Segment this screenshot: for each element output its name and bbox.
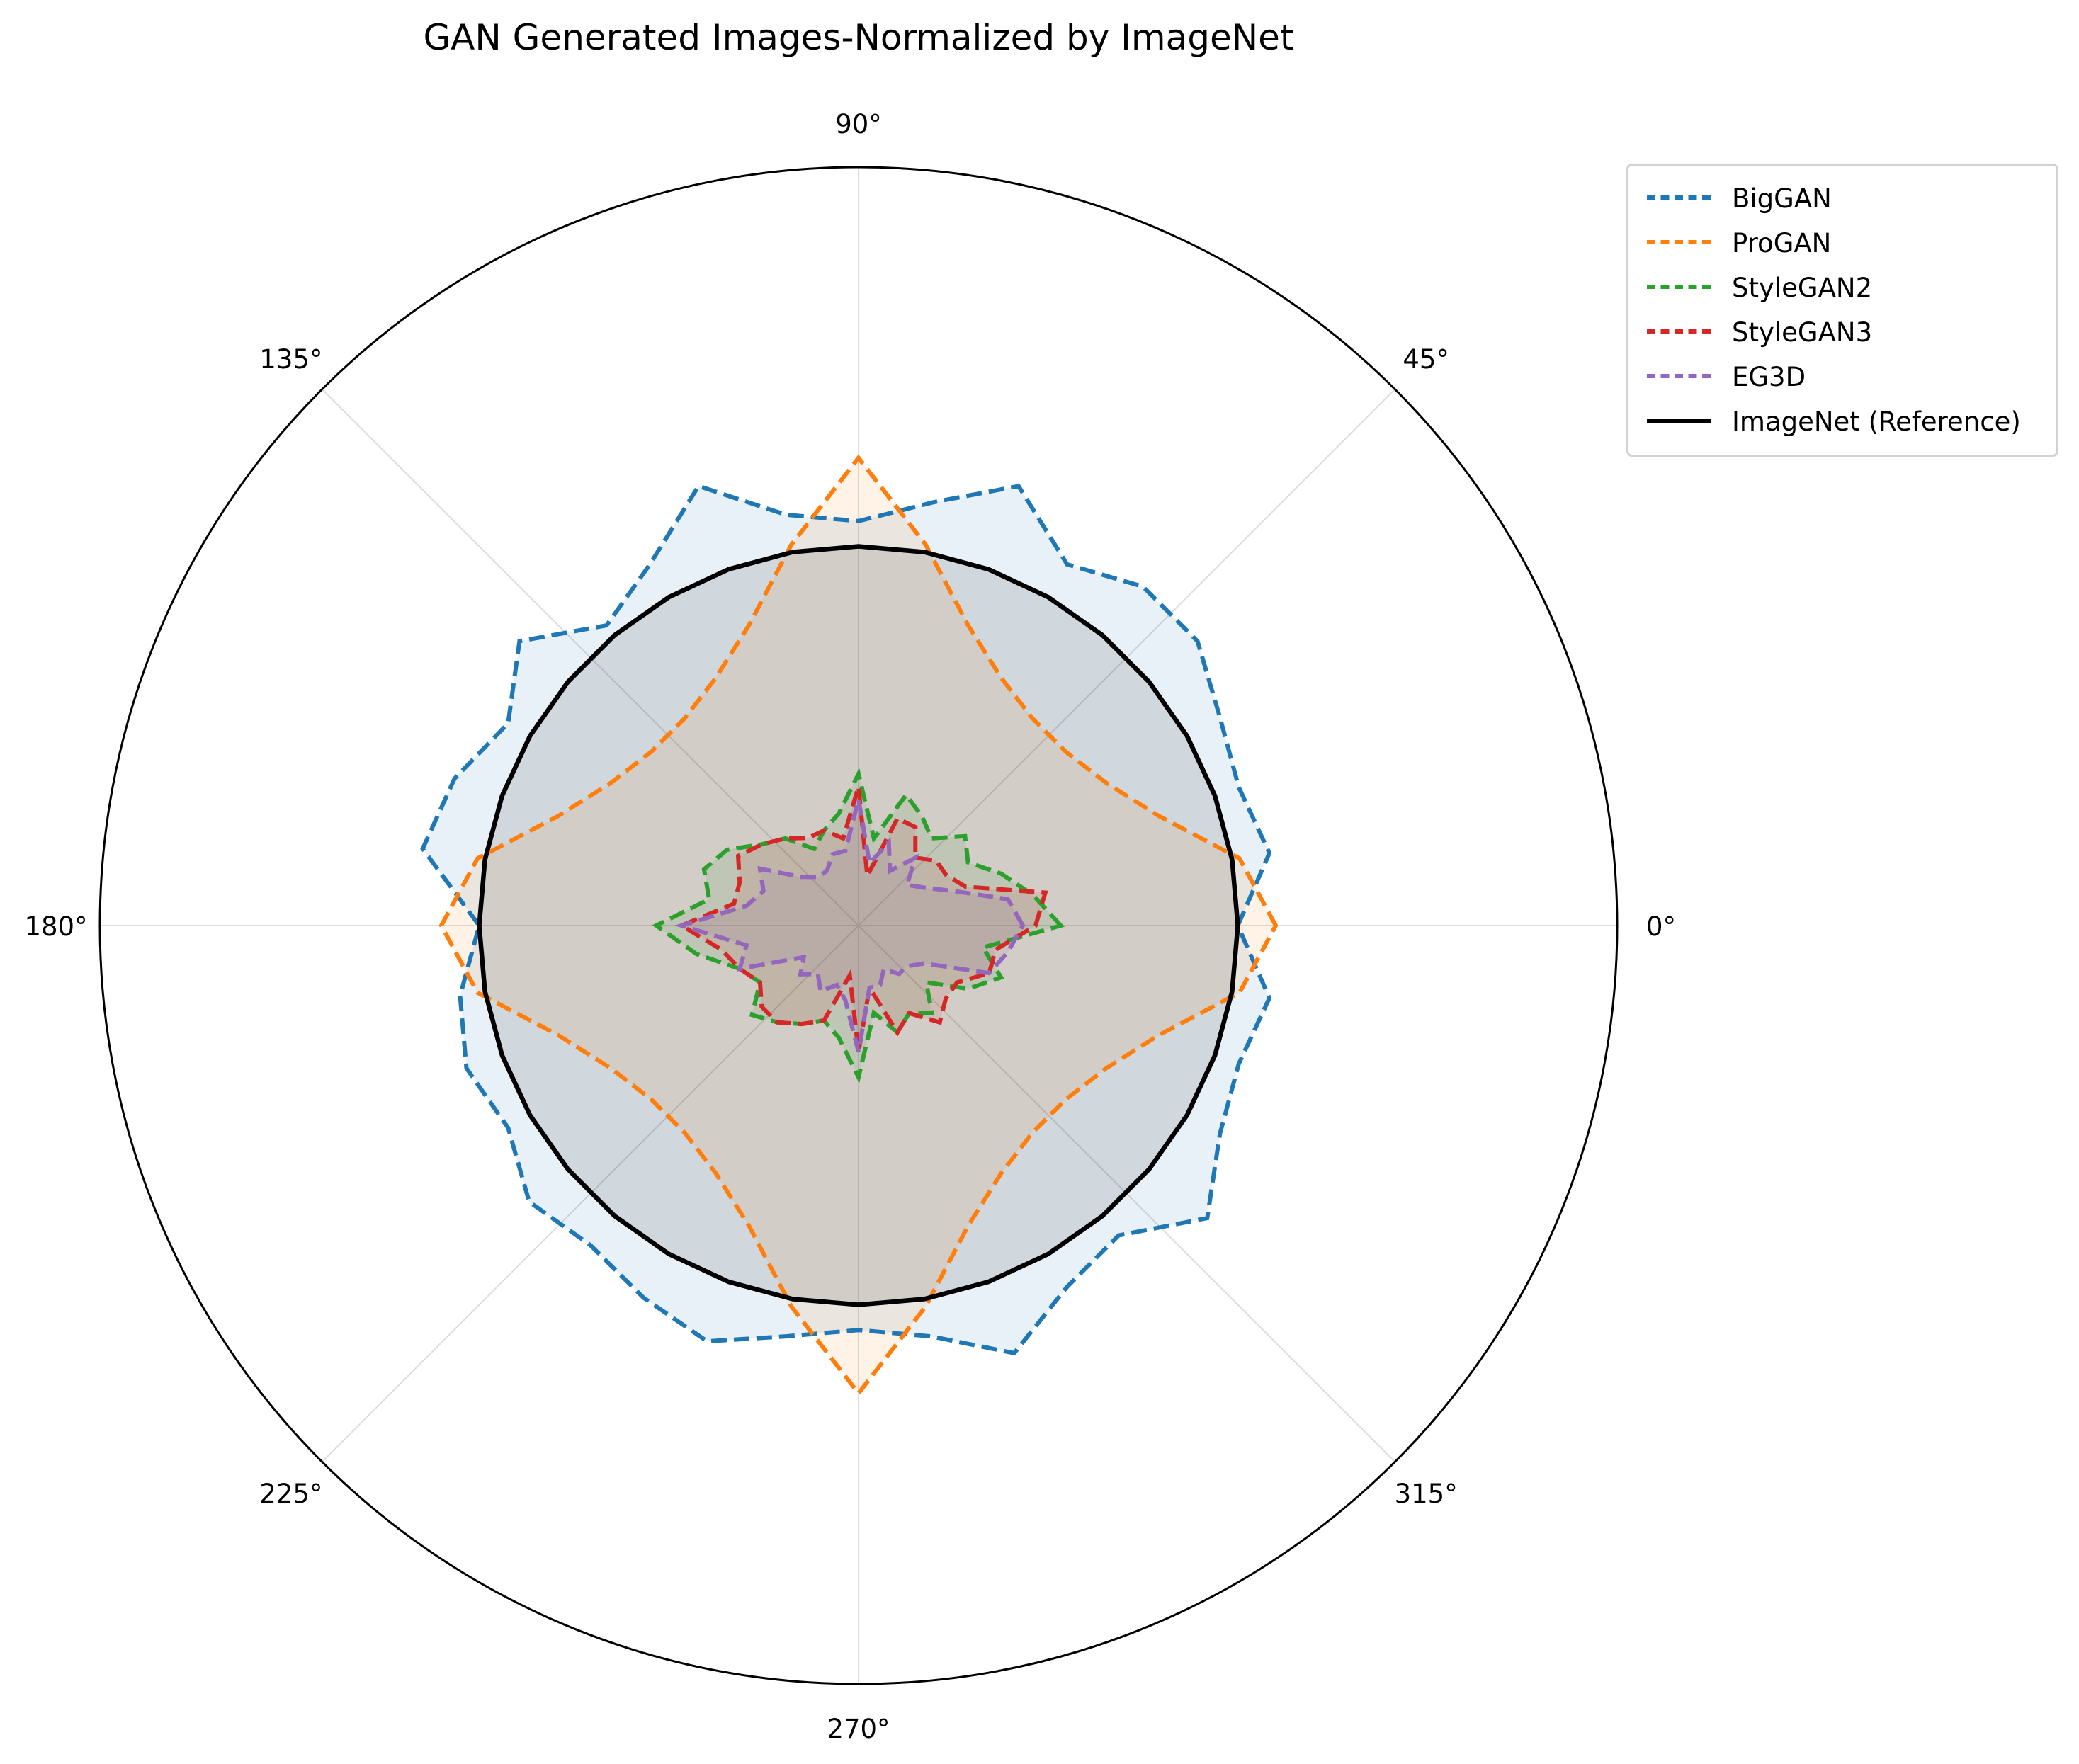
legend-item-imagenet-reference: ImageNet (Reference) [1640,403,2051,443]
angle-tick-labels: 0° 45° 90° 135° 180° 225° 270° 315° [24,109,1676,1744]
legend-swatch [1647,285,1711,289]
legend-label: StyleGAN2 [1732,273,1873,303]
legend-item-eg3d: EG3D [1640,358,2051,398]
legend-swatch [1647,240,1711,244]
series-fills [422,457,1276,1394]
series-line-eg3d [674,798,1026,1053]
legend-label: EG3D [1732,362,1806,392]
angle-tick-label-180: 180° [24,911,87,942]
series-fill-imagenet-reference [479,546,1238,1305]
legend: BigGAN ProGAN StyleGAN2 StyleGAN3 EG3D ImageN… [1626,164,2058,457]
legend-item-progan: ProGAN [1640,224,2051,264]
series-line-imagenet-reference [477,544,1240,1307]
angle-tick-label-225: 225° [259,1479,322,1509]
series-fill-progan [441,457,1276,1394]
angle-tick-label-135: 135° [259,344,322,375]
angle-tick-label-270: 270° [827,1714,890,1744]
angle-tick-label-45: 45° [1403,344,1449,375]
legend-item-stylegan3: StyleGAN3 [1640,314,2051,353]
legend-swatch [1647,419,1711,423]
legend-swatch [1647,329,1711,334]
series-line-progan [438,454,1279,1397]
legend-item-biggan: BigGAN [1640,180,2051,220]
series-lines [420,454,1279,1397]
angle-tick-label-90: 90° [835,109,882,140]
legend-item-stylegan2: StyleGAN2 [1640,269,2051,309]
series-fill-biggan [422,486,1270,1353]
series-line-biggan [420,483,1272,1356]
legend-label: ImageNet (Reference) [1732,406,2021,437]
chart-title: GAN Generated Images-Normalized by Image… [423,17,1293,58]
legend-swatch [1647,195,1711,200]
angle-tick-label-0: 0° [1646,911,1676,942]
angle-tick-label-315: 315° [1395,1479,1458,1509]
legend-label: ProGAN [1732,228,1832,258]
legend-label: StyleGAN3 [1732,317,1873,348]
series-fill-eg3d [681,799,1023,1052]
series-line-stylegan3 [676,785,1048,1053]
legend-swatch [1647,374,1711,378]
legend-label: BigGAN [1732,183,1832,214]
polar-outer-ring [98,166,1619,1685]
